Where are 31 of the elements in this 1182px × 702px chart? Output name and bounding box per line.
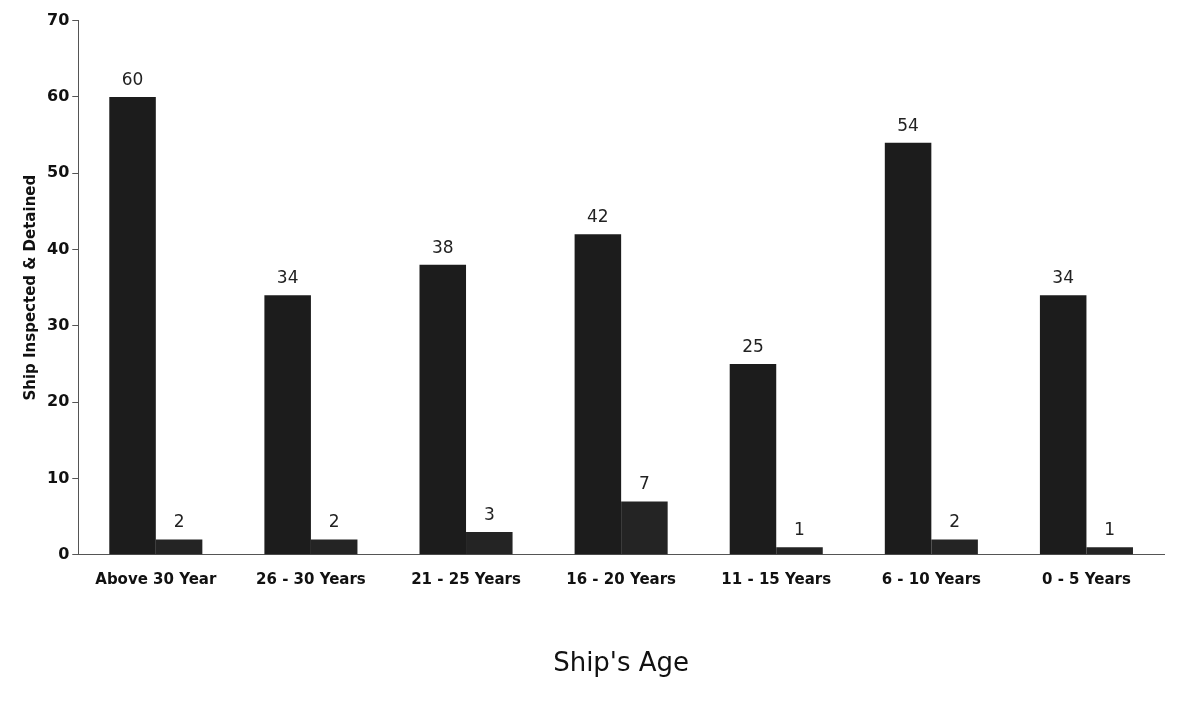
y-tick-label: 60 bbox=[47, 86, 70, 106]
y-tick-label: 70 bbox=[47, 9, 70, 29]
data-label: 1 bbox=[794, 519, 805, 540]
data-label: 38 bbox=[431, 236, 454, 257]
x-tick-label: 21 - 25 Years bbox=[411, 569, 521, 588]
data-label: 2 bbox=[173, 511, 185, 532]
x-tick-label: 11 - 15 Years bbox=[721, 569, 832, 588]
x-axis-title: Ship's Age bbox=[553, 647, 690, 678]
data-label: 34 bbox=[1052, 267, 1074, 288]
x-tick-label: 6 - 10 Years bbox=[881, 569, 982, 588]
x-tick-label: 0 - 5 Years bbox=[1042, 569, 1131, 588]
data-label: 7 bbox=[638, 473, 650, 494]
data-label: 42 bbox=[587, 206, 609, 227]
data-label: 2 bbox=[949, 511, 961, 532]
y-tick-label: 0 bbox=[58, 543, 70, 563]
data-label: 3 bbox=[483, 503, 495, 524]
y-tick-label: 20 bbox=[47, 391, 70, 411]
data-label: 25 bbox=[742, 335, 764, 356]
y-tick-label: 30 bbox=[47, 315, 70, 335]
x-tick-label: 16 - 20 Years bbox=[566, 569, 677, 588]
data-label: 34 bbox=[276, 267, 299, 288]
x-tick-label: Above 30 Year bbox=[95, 569, 217, 588]
data-label: 2 bbox=[328, 511, 340, 532]
y-tick-label: 40 bbox=[47, 238, 70, 258]
x-tick-label: 26 - 30 Years bbox=[256, 569, 366, 588]
y-tick-label: 50 bbox=[47, 162, 70, 182]
data-label: 54 bbox=[897, 114, 919, 135]
y-axis-title: Ship Inspected & Detained bbox=[20, 174, 39, 401]
data-label: 60 bbox=[121, 68, 144, 89]
data-label: 1 bbox=[1104, 519, 1116, 540]
y-tick-label: 10 bbox=[47, 467, 70, 487]
